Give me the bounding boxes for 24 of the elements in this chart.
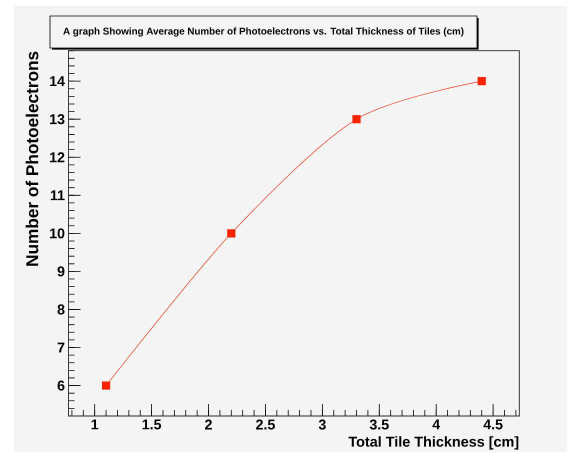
x-tick-label: 2 — [205, 420, 212, 430]
point — [227, 229, 236, 238]
x-axis-title: Total Tile Thickness [cm] — [348, 436, 518, 450]
y-tick-label: 11 — [50, 190, 65, 200]
x-tick-label: 2.5 — [256, 420, 275, 430]
y-axis-title: Number of Photoelectrons — [26, 52, 38, 266]
y-tick-label: 6 — [58, 380, 64, 391]
point — [102, 381, 110, 390]
y-tick-label: 12 — [50, 152, 64, 162]
y-tick-label: 10 — [50, 228, 64, 238]
y-tick-label: 13 — [50, 114, 64, 124]
chart-title: A graph Showing Average Number of Photoelectrons vs. Total Thickness of Tiles (cm) — [63, 27, 464, 37]
point — [478, 77, 486, 86]
point — [352, 115, 361, 124]
x-tick-label: 1 — [92, 420, 98, 430]
x-tick-label: 3.5 — [370, 420, 389, 430]
y-tick-label: 7 — [58, 342, 64, 352]
x-tick-label: 4.5 — [483, 420, 503, 430]
x-tick-label: 1.5 — [142, 420, 162, 430]
y-tick-label: 14 — [50, 76, 65, 86]
x-tick-label: 3 — [318, 420, 326, 430]
x-tick-label: 4 — [432, 420, 440, 430]
y-tick-label: 9 — [58, 266, 64, 276]
y-tick-label: 8 — [58, 304, 65, 314]
